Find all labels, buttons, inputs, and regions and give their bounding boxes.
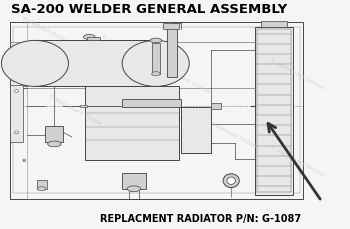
- Bar: [255, 27, 293, 195]
- Text: © Weldmart Online: © Weldmart Online: [201, 116, 258, 149]
- Ellipse shape: [23, 159, 26, 161]
- Text: SA-200 WELDER GENERAL ASSEMBLY: SA-200 WELDER GENERAL ASSEMBLY: [12, 3, 288, 16]
- Text: © Weldmart Online: © Weldmart Online: [101, 34, 157, 67]
- Text: REPLACMENT RADIATOR P/N: G-1087: REPLACMENT RADIATOR P/N: G-1087: [100, 213, 302, 223]
- Bar: [37, 180, 47, 189]
- Text: © W: © W: [1, 52, 15, 63]
- Ellipse shape: [122, 41, 189, 87]
- Ellipse shape: [14, 131, 19, 134]
- Ellipse shape: [83, 35, 95, 40]
- Bar: [181, 108, 211, 153]
- Bar: [167, 27, 177, 78]
- Bar: [122, 100, 181, 108]
- Text: © Weldmart Online: © Weldmart Online: [47, 93, 103, 126]
- Ellipse shape: [14, 90, 19, 93]
- Ellipse shape: [150, 39, 162, 44]
- Bar: [87, 38, 100, 41]
- Bar: [152, 44, 160, 74]
- Bar: [261, 22, 287, 27]
- Text: © Weldmart Online: © Weldmart Online: [268, 144, 325, 177]
- Bar: [85, 87, 179, 160]
- Bar: [211, 103, 221, 110]
- Bar: [80, 105, 87, 108]
- Ellipse shape: [227, 177, 236, 185]
- Ellipse shape: [223, 174, 239, 188]
- Bar: [10, 23, 303, 199]
- Ellipse shape: [152, 72, 160, 76]
- Ellipse shape: [127, 186, 141, 192]
- Ellipse shape: [48, 141, 61, 147]
- Ellipse shape: [23, 161, 25, 162]
- Ellipse shape: [37, 187, 46, 191]
- Text: © Weldmart Online: © Weldmart Online: [14, 11, 70, 44]
- Ellipse shape: [1, 41, 69, 87]
- Bar: [163, 24, 179, 30]
- Bar: [13, 27, 300, 194]
- Bar: [35, 41, 156, 87]
- Bar: [10, 86, 23, 142]
- Bar: [45, 126, 63, 142]
- Text: © Weldmart Online: © Weldmart Online: [268, 57, 325, 90]
- Bar: [122, 173, 146, 189]
- Bar: [257, 30, 291, 192]
- Text: Weldmart Online: Weldmart Online: [161, 65, 210, 95]
